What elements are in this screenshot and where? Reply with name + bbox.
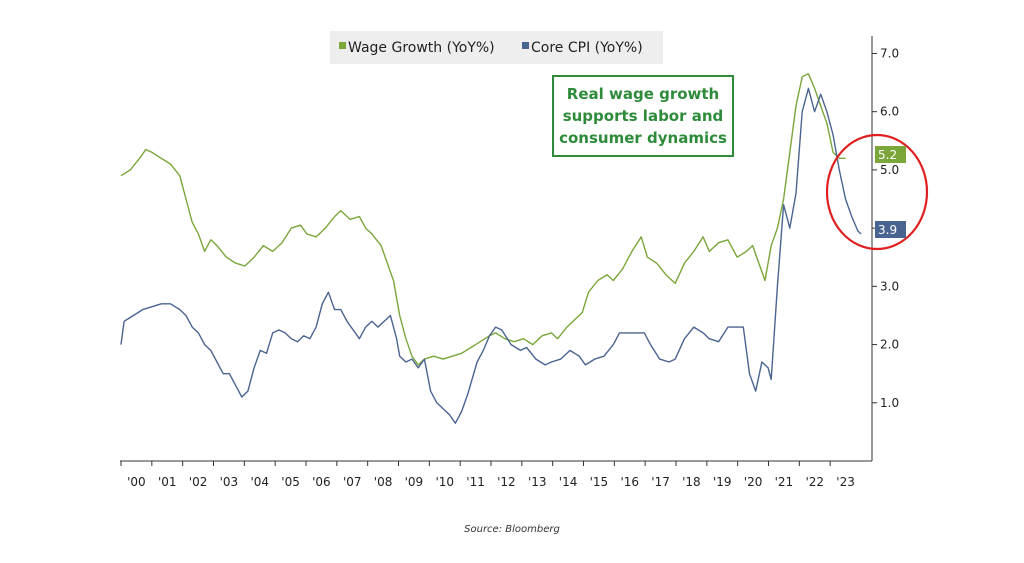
annotation-border xyxy=(552,75,734,157)
x-tick-label: '10 xyxy=(435,475,454,489)
x-tick-label: '20 xyxy=(744,475,763,489)
y-tick-label: 6.0 xyxy=(880,105,899,119)
y-tick-label: 1.0 xyxy=(880,396,899,410)
series-line-core-cpi xyxy=(120,87,862,424)
x-tick-label: '02 xyxy=(189,475,208,489)
y-tick-label: 5.0 xyxy=(880,163,899,177)
x-tick-label: '22 xyxy=(805,475,824,489)
end-label-text-core-cpi: 3.9 xyxy=(878,223,897,237)
end-label-wage-growth: 5.2 xyxy=(875,146,906,163)
legend-label-wage-growth: Wage Growth (YoY%) xyxy=(348,40,495,56)
x-tick-label: '05 xyxy=(281,475,300,489)
annotation-line-1: Real wage growth xyxy=(567,85,719,103)
x-tick-label: '15 xyxy=(590,475,609,489)
y-tick-label: 2.0 xyxy=(880,338,899,352)
x-tick-label: '17 xyxy=(651,475,670,489)
x-tick-label: '08 xyxy=(374,475,393,489)
x-axis-ticks: '00 '01 '02 '03 '04 '05 '06 '07 '08 '09 '10 '11 '12 '… xyxy=(120,461,855,489)
end-label-box-core-cpi xyxy=(875,221,906,238)
x-tick-label: '23 xyxy=(836,475,855,489)
annotation-line-3: consumer dynamics xyxy=(559,129,727,147)
legend-swatch-wage-growth xyxy=(339,42,346,49)
annotation-line-2: supports labor and xyxy=(563,107,724,125)
x-tick-label: '01 xyxy=(158,475,177,489)
x-tick-label: '21 xyxy=(775,475,794,489)
x-tick-label: '18 xyxy=(682,475,701,489)
legend-label-core-cpi: Core CPI (YoY%) xyxy=(531,40,643,56)
source-note: Source: Bloomberg xyxy=(464,524,560,535)
x-tick-label: '14 xyxy=(559,475,578,489)
x-tick-label: '09 xyxy=(405,475,424,489)
x-tick-label: '00 xyxy=(127,475,146,489)
y-tick-label: 7.0 xyxy=(880,46,899,60)
legend-swatch-core-cpi xyxy=(522,42,529,49)
y-tick-label: 3.0 xyxy=(880,279,899,293)
x-tick-label: '19 xyxy=(713,475,732,489)
end-label-core-cpi: 3.9 xyxy=(875,221,906,238)
x-tick-label: '11 xyxy=(466,475,485,489)
annotation-box: Real wage growth supports labor and cons… xyxy=(552,75,734,157)
x-tick-label: '04 xyxy=(250,475,269,489)
legend: Wage Growth (YoY%) Core CPI (YoY%) xyxy=(330,31,663,64)
x-tick-label: '16 xyxy=(620,475,639,489)
x-tick-label: '07 xyxy=(343,475,362,489)
highlight-circle xyxy=(825,133,929,251)
end-label-box-wage-growth xyxy=(875,146,906,163)
x-tick-label: '13 xyxy=(528,475,547,489)
legend-background xyxy=(330,31,663,64)
series-line-wage-growth xyxy=(120,73,846,366)
x-tick-label: '12 xyxy=(497,475,516,489)
end-label-text-wage-growth: 5.2 xyxy=(878,148,897,162)
x-tick-label: '03 xyxy=(220,475,239,489)
x-tick-label: '06 xyxy=(312,475,331,489)
